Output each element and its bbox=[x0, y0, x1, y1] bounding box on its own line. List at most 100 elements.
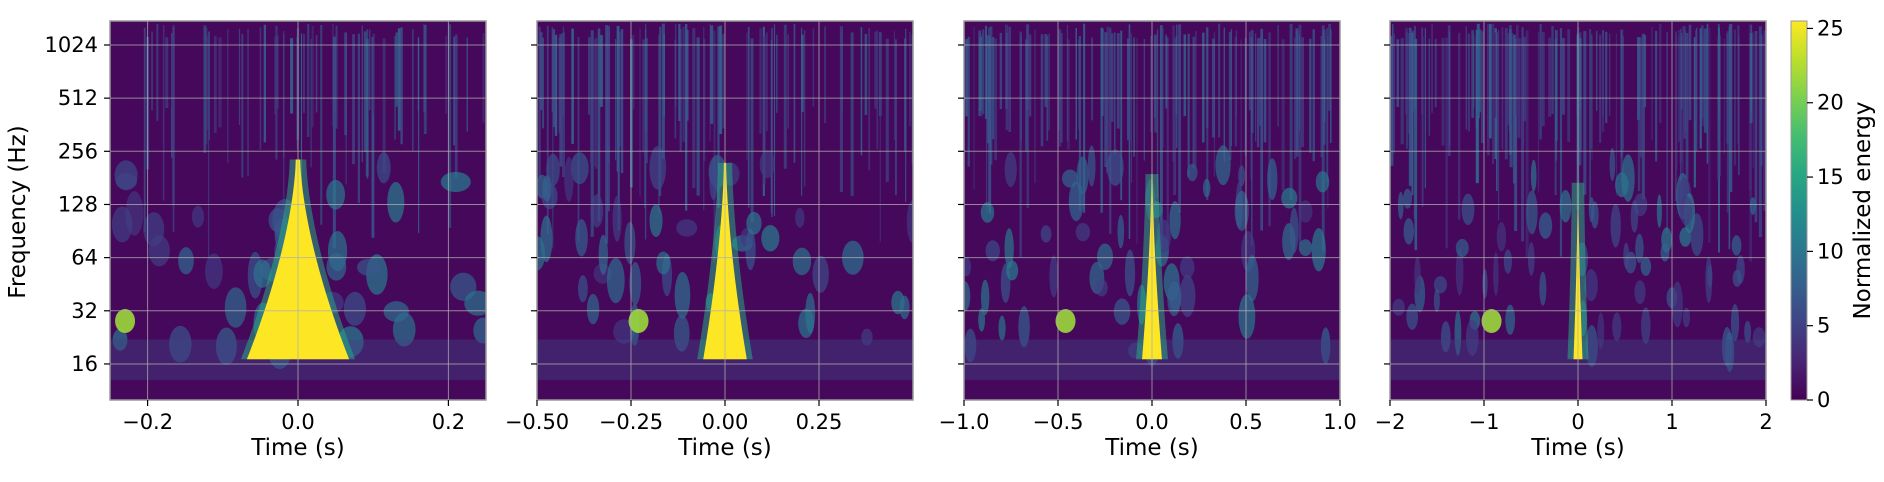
noise-blob bbox=[795, 207, 805, 228]
noise-blob bbox=[798, 308, 815, 338]
noise-streak bbox=[1599, 34, 1602, 143]
noise-streak bbox=[361, 25, 363, 163]
noise-blob bbox=[1482, 269, 1488, 299]
noise-streak bbox=[1608, 33, 1611, 116]
noise-streak bbox=[1578, 38, 1582, 151]
noise-streak bbox=[1428, 38, 1431, 136]
noise-streak bbox=[1749, 32, 1753, 124]
noise-streak bbox=[1583, 31, 1587, 195]
noise-streak bbox=[1390, 35, 1394, 166]
noise-streak bbox=[801, 34, 804, 113]
noise-streak bbox=[546, 25, 549, 235]
noise-blob bbox=[1281, 187, 1298, 209]
noise-streak bbox=[1562, 38, 1565, 115]
noise-blob bbox=[1392, 298, 1405, 316]
noise-blob bbox=[612, 195, 622, 242]
noise-blob bbox=[1630, 200, 1639, 233]
x-tick-label: −1.0 bbox=[939, 410, 990, 434]
noise-blob bbox=[1539, 271, 1547, 306]
noise-blob bbox=[1245, 255, 1259, 302]
noise-streak bbox=[1281, 39, 1285, 191]
noise-blob bbox=[440, 171, 471, 193]
noise-streak bbox=[965, 38, 968, 117]
noise-blob bbox=[383, 301, 410, 322]
noise-streak bbox=[674, 23, 677, 107]
colorbar-label: Normalized energy bbox=[1850, 102, 1876, 320]
noise-streak bbox=[992, 36, 995, 140]
noise-blob bbox=[1202, 178, 1211, 198]
noise-blob bbox=[178, 247, 194, 275]
noise-streak bbox=[747, 26, 750, 208]
noise-blob bbox=[1725, 332, 1735, 373]
noise-blob bbox=[1455, 238, 1469, 258]
noise-streak bbox=[1754, 30, 1758, 223]
noise-streak bbox=[1514, 38, 1518, 232]
noise-streak bbox=[1211, 38, 1215, 138]
noise-streak bbox=[1312, 29, 1316, 162]
noise-streak bbox=[559, 33, 563, 167]
noise-blob bbox=[1527, 242, 1535, 276]
noise-streak bbox=[644, 29, 647, 240]
noise-streak bbox=[320, 25, 323, 225]
noise-blob bbox=[1584, 269, 1598, 302]
noise-streak bbox=[1106, 26, 1110, 164]
noise-blob bbox=[1049, 255, 1059, 298]
noise-streak bbox=[876, 30, 879, 150]
noise-streak bbox=[1025, 39, 1028, 152]
noise-streak bbox=[1675, 31, 1677, 201]
noise-streak bbox=[1734, 29, 1736, 166]
side-blob bbox=[628, 309, 649, 334]
noise-blob bbox=[1744, 320, 1752, 344]
noise-blob bbox=[1588, 197, 1595, 223]
noise-blob bbox=[387, 181, 405, 223]
spectrogram-panel-4: −2 −1 0 1 2 Time (s) bbox=[1375, 20, 1773, 461]
noise-blob bbox=[980, 202, 995, 223]
noise-streak bbox=[1707, 28, 1711, 243]
noise-streak bbox=[597, 28, 601, 222]
noise-streak bbox=[259, 27, 262, 150]
noise-blob bbox=[998, 315, 1006, 341]
noise-streak bbox=[1183, 34, 1186, 117]
noise-blob bbox=[1730, 303, 1740, 342]
x-tick-label: −0.25 bbox=[599, 410, 663, 434]
noise-streak bbox=[1441, 37, 1445, 146]
noise-streak bbox=[1701, 35, 1705, 127]
noise-streak bbox=[1637, 37, 1641, 192]
noise-blob bbox=[1597, 312, 1605, 349]
noise-blob bbox=[1731, 235, 1742, 256]
noise-blob bbox=[964, 257, 972, 277]
noise-blob bbox=[191, 205, 205, 228]
noise-streak bbox=[382, 38, 386, 173]
noise-blob bbox=[1656, 194, 1662, 228]
noise-blob bbox=[980, 279, 990, 316]
colorbar-gradient bbox=[1790, 20, 1808, 401]
noise-blob bbox=[590, 194, 604, 228]
x-tick-label: −0.2 bbox=[122, 410, 173, 434]
noise-blob bbox=[1018, 306, 1030, 348]
noise-streak bbox=[1679, 36, 1683, 164]
noise-blob bbox=[1455, 247, 1464, 296]
noise-streak bbox=[1100, 27, 1103, 213]
noise-streak bbox=[538, 26, 541, 179]
colorbar-tick-label: 15 bbox=[1817, 165, 1844, 189]
noise-streak bbox=[1326, 28, 1328, 182]
noise-streak bbox=[839, 26, 843, 193]
noise-streak bbox=[1412, 31, 1415, 113]
noise-streak bbox=[366, 29, 369, 179]
noise-streak bbox=[352, 34, 355, 165]
noise-streak bbox=[1109, 27, 1112, 235]
noise-blob bbox=[1641, 307, 1651, 345]
noise-streak bbox=[1501, 27, 1504, 150]
noise-streak bbox=[156, 23, 159, 121]
side-blob bbox=[115, 309, 136, 334]
noise-blob bbox=[1615, 172, 1629, 198]
noise-streak bbox=[1178, 24, 1182, 213]
x-tick-label: 0.5 bbox=[1229, 410, 1262, 434]
noise-blob bbox=[1186, 163, 1198, 182]
noise-streak bbox=[1248, 31, 1251, 111]
x-tick-label: 0.0 bbox=[281, 410, 314, 434]
noise-streak bbox=[990, 26, 993, 165]
noise-streak bbox=[315, 34, 318, 113]
noise-streak bbox=[290, 38, 294, 114]
